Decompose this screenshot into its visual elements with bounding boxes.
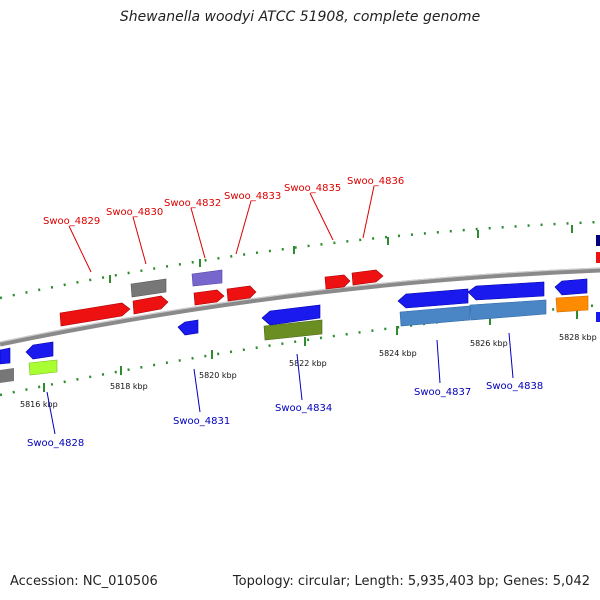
- gene-arrow: [467, 281, 545, 301]
- gene-label-swoo-4833: Swoo_4833: [224, 191, 281, 202]
- gene-arrow: [177, 319, 199, 336]
- tick-label-5828: 5828 kbp: [559, 333, 597, 342]
- gene-arrow: [59, 302, 131, 327]
- gene-label-swoo-4835: Swoo_4835: [284, 183, 341, 194]
- gene-box: [399, 305, 471, 327]
- genome-backbone: [0, 267, 600, 347]
- gene-arrow: [25, 341, 54, 360]
- tick-label-5820: 5820 kbp: [199, 371, 237, 380]
- gene-label-swoo-4830: Swoo_4830: [106, 207, 163, 218]
- outer-dotted-ring: [0, 220, 600, 300]
- gene-arrow: [397, 288, 469, 309]
- tick-label-5824: 5824 kbp: [379, 349, 417, 358]
- leader-line: [362, 185, 375, 239]
- gene-label-swoo-4832: Swoo_4832: [164, 198, 221, 209]
- gene-box: [596, 312, 600, 322]
- gene-arrow: [193, 289, 225, 306]
- accession-text: Accession: NC_010506: [10, 574, 158, 589]
- gene-box: [28, 359, 58, 376]
- forward-leaders: [68, 185, 375, 273]
- gene-label-swoo-4836: Swoo_4836: [347, 176, 404, 187]
- leader-line: [508, 332, 514, 379]
- gene-box: [0, 368, 14, 383]
- genome-summary-text: Topology: circular; Length: 5,935,403 bp…: [232, 574, 590, 589]
- gene-arrow: [324, 274, 351, 290]
- leader-line: [309, 192, 334, 241]
- gene-box: [130, 278, 167, 298]
- reverse-genes: [0, 278, 600, 383]
- gene-arrow: [0, 347, 11, 365]
- tick-label-5826: 5826 kbp: [470, 339, 508, 348]
- tick-label-5822: 5822 kbp: [289, 359, 327, 368]
- gene-arrow: [261, 304, 321, 326]
- kbp-ticks: [43, 310, 578, 392]
- gene-box: [596, 235, 600, 246]
- forward-genes: [59, 235, 600, 327]
- gene-arrow: [132, 295, 169, 315]
- gene-label-swoo-4834: Swoo_4834: [275, 403, 332, 414]
- backbone-highlight: [0, 267, 600, 343]
- gene-label-swoo-4838: Swoo_4838: [486, 381, 543, 392]
- tick-label-5816: 5816 kbp: [20, 400, 58, 409]
- reverse-leaders: [46, 332, 514, 435]
- gene-arrow: [226, 285, 257, 302]
- gene-label-swoo-4829: Swoo_4829: [43, 216, 100, 227]
- gene-box: [469, 299, 547, 321]
- tick-label-5818: 5818 kbp: [110, 382, 148, 391]
- leader-line: [190, 207, 206, 259]
- gene-arrow: [351, 269, 384, 286]
- gene-label-swoo-4831: Swoo_4831: [173, 416, 230, 427]
- gene-label-swoo-4828: Swoo_4828: [27, 438, 84, 449]
- gene-box: [263, 319, 323, 341]
- gene-arrow: [554, 278, 588, 296]
- leader-line: [132, 216, 147, 265]
- leader-line: [436, 339, 441, 384]
- leader-line: [46, 391, 56, 435]
- leader-line: [193, 368, 201, 413]
- gene-box: [555, 295, 589, 313]
- genome-title: Shewanella woodyi ATCC 51908, complete g…: [119, 9, 481, 25]
- leader-line: [68, 225, 92, 273]
- gene-box: [191, 269, 223, 287]
- leader-line: [296, 353, 303, 401]
- gene-box: [596, 252, 600, 263]
- gene-label-swoo-4837: Swoo_4837: [414, 387, 471, 398]
- leader-line: [235, 200, 252, 255]
